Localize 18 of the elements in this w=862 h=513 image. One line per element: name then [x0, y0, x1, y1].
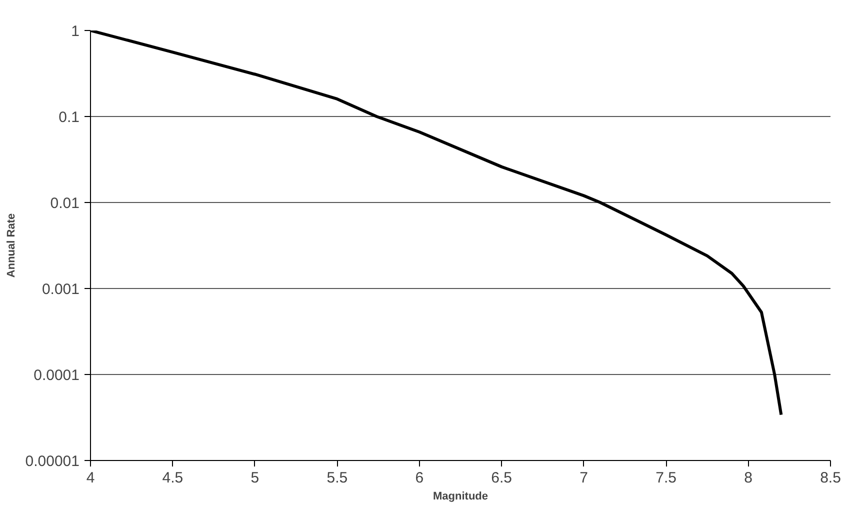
x-tick-label: 8 [744, 470, 752, 486]
x-tick-label: 6.5 [491, 470, 512, 486]
x-tick-label: 8.5 [820, 470, 841, 486]
y-tick-label: 0.001 [42, 281, 80, 298]
x-tick-label: 6 [415, 470, 424, 486]
x-tick-label: 7.5 [656, 470, 676, 486]
y-tick-label: 0.00001 [25, 453, 80, 470]
y-tick-label: 1 [71, 23, 80, 40]
y-tick-label: 0.0001 [34, 367, 80, 384]
x-tick-label: 4 [86, 470, 95, 486]
y-axis-title: Annual Rate [5, 213, 18, 278]
x-axis-title: Magnitude [433, 490, 488, 502]
y-tick-label: 0.1 [58, 109, 80, 126]
x-tick-label: 7 [580, 470, 588, 486]
x-tick-label: 5 [250, 470, 260, 486]
x-tick-label: 5.5 [326, 470, 348, 486]
y-tick-label: 0.01 [50, 195, 80, 212]
x-tick-label: 4.5 [162, 470, 184, 486]
